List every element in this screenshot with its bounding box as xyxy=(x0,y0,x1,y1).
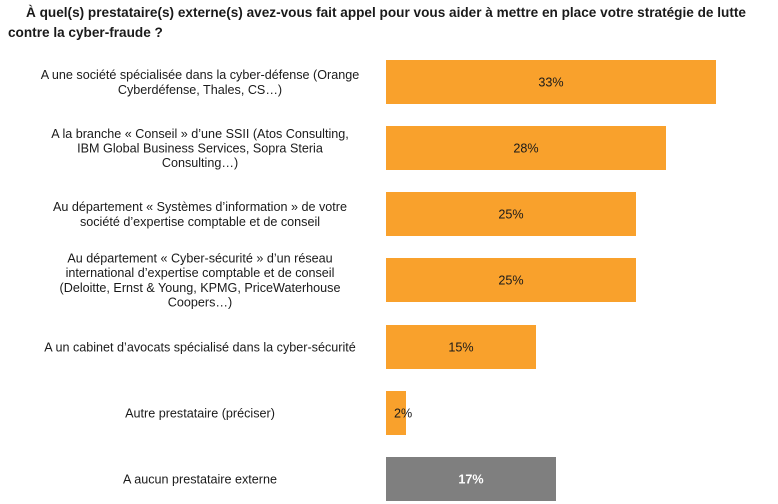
category-label-line: Coopers…) xyxy=(168,295,232,309)
bar-4 xyxy=(386,258,636,302)
category-label-line: A un cabinet d’avocats spécialisé dans l… xyxy=(44,341,356,355)
category-label-5: A un cabinet d’avocats spécialisé dans l… xyxy=(44,341,356,355)
chart-title-text: À quel(s) prestataire(s) externe(s) avez… xyxy=(8,5,746,40)
category-label-line: Au département « Cyber-sécurité » d’un r… xyxy=(67,252,332,266)
category-label-7: A aucun prestataire externe xyxy=(123,473,277,487)
chart-title: À quel(s) prestataire(s) externe(s) avez… xyxy=(8,3,774,43)
category-label-line: (Deloitte, Ernst & Young, KPMG, PriceWat… xyxy=(60,281,341,295)
category-label-1: A une société spécialisée dans la cyber-… xyxy=(41,68,360,97)
category-label-6: Autre prestataire (préciser) xyxy=(125,407,275,421)
category-label-3: Au département « Systèmes d’information … xyxy=(53,200,347,229)
bar-1 xyxy=(386,60,716,104)
category-label-2: A la branche « Conseil » d’une SSII (Ato… xyxy=(51,127,349,170)
value-label-5: 15% xyxy=(448,341,473,355)
category-label-4: Au département « Cyber-sécurité » d’un r… xyxy=(60,252,341,310)
bar-2 xyxy=(386,126,666,170)
category-label-line: Consulting…) xyxy=(162,156,238,170)
category-label-line: international d’expertise comptable et d… xyxy=(66,266,335,280)
category-label-line: Autre prestataire (préciser) xyxy=(125,407,275,421)
bar-7 xyxy=(386,457,556,501)
value-label-1: 33% xyxy=(538,76,563,90)
category-label-line: A une société spécialisée dans la cyber-… xyxy=(41,68,360,82)
category-label-line: IBM Global Business Services, Sopra Ster… xyxy=(77,142,323,156)
category-label-line: Cyberdéfense, Thales, CS…) xyxy=(118,83,282,97)
bar-3 xyxy=(386,192,636,236)
category-label-line: A la branche « Conseil » d’une SSII (Ato… xyxy=(51,127,349,141)
value-label-6: 2% xyxy=(394,407,412,421)
value-label-3: 25% xyxy=(498,208,523,222)
value-label-4: 25% xyxy=(498,274,523,288)
bar-6 xyxy=(386,391,406,435)
category-label-line: Au département « Systèmes d’information … xyxy=(53,200,347,214)
value-label-7: 17% xyxy=(458,473,483,487)
bar-5 xyxy=(386,325,536,369)
value-label-2: 28% xyxy=(513,142,538,156)
category-label-line: A aucun prestataire externe xyxy=(123,473,277,487)
category-label-line: société d’expertise comptable et de cons… xyxy=(80,215,320,229)
